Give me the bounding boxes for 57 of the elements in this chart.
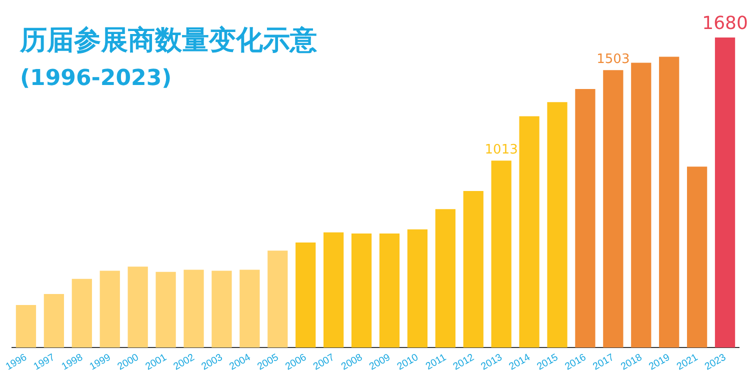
bar bbox=[128, 266, 148, 348]
x-tick-label: 1999 bbox=[88, 352, 114, 373]
bar bbox=[268, 250, 288, 348]
bar bbox=[240, 270, 260, 348]
x-tick-label: 2003 bbox=[200, 352, 225, 373]
x-tick-label: 2000 bbox=[116, 352, 142, 373]
x-tick-label: 2007 bbox=[312, 352, 337, 373]
bar bbox=[407, 229, 428, 348]
bar bbox=[435, 209, 456, 348]
x-tick-label: 2009 bbox=[368, 352, 393, 373]
x-tick-label: 2016 bbox=[563, 352, 588, 373]
bar bbox=[156, 272, 176, 348]
x-tick-label: 2002 bbox=[172, 352, 197, 373]
x-tick-label: 2019 bbox=[647, 352, 672, 373]
bar bbox=[547, 102, 568, 348]
text: (1996-2023) bbox=[20, 66, 172, 91]
x-tick-label: 2015 bbox=[535, 352, 560, 373]
bar bbox=[631, 62, 652, 348]
x-tick-label: 2004 bbox=[228, 352, 253, 373]
bar bbox=[575, 88, 596, 348]
bar bbox=[212, 270, 232, 348]
x-tick-label: 2017 bbox=[591, 352, 616, 373]
data-label: 1680 bbox=[702, 13, 748, 34]
x-tick-label: 2021 bbox=[675, 352, 700, 373]
bar bbox=[519, 116, 540, 348]
bar bbox=[296, 242, 316, 348]
x-tick-label: 1998 bbox=[60, 352, 86, 373]
x-tick-label: 2001 bbox=[144, 352, 170, 373]
x-tick-label: 1997 bbox=[32, 352, 58, 373]
x-tick-label: 2014 bbox=[507, 352, 533, 373]
bar bbox=[714, 38, 736, 348]
bar bbox=[72, 278, 92, 348]
x-tick-label: 2018 bbox=[619, 352, 644, 373]
bar bbox=[16, 305, 36, 348]
x-tick-label: 2012 bbox=[451, 352, 477, 373]
chart-title: 历届参展商数量变化示意 bbox=[20, 24, 317, 58]
bar bbox=[323, 232, 344, 348]
bar bbox=[379, 233, 400, 348]
x-tick-label: 2023 bbox=[703, 352, 728, 373]
bar bbox=[603, 70, 624, 348]
data-label: 1013 bbox=[484, 142, 518, 158]
bar bbox=[100, 270, 120, 348]
bar bbox=[184, 270, 204, 348]
x-tick-label: 2008 bbox=[340, 352, 365, 373]
x-tick-label: 2010 bbox=[396, 352, 421, 373]
x-tick-label: 2011 bbox=[424, 352, 449, 372]
data-label: 1503 bbox=[596, 52, 630, 68]
bar bbox=[463, 191, 484, 348]
x-tick-label: 1996 bbox=[4, 352, 30, 373]
x-tick-label: 2005 bbox=[256, 352, 281, 373]
bar bbox=[686, 166, 708, 348]
bar bbox=[491, 160, 512, 348]
x-tick-label: 2006 bbox=[284, 352, 309, 373]
bar bbox=[44, 294, 64, 348]
bar bbox=[659, 56, 680, 348]
x-tick-label: 2013 bbox=[479, 352, 505, 373]
bar bbox=[351, 233, 372, 348]
